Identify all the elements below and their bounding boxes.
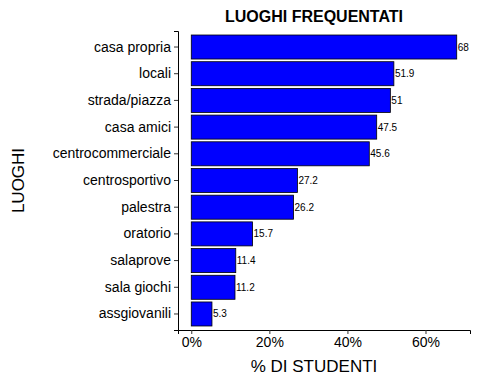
y-tick: casa amici (105, 119, 178, 135)
x-tick-label: 40% (334, 334, 362, 350)
y-tick: oratorio (124, 225, 178, 241)
y-tick-mark (174, 313, 178, 314)
y-tick: strada/piazza (88, 92, 178, 108)
y-tick-label: assgiovanili (99, 305, 171, 321)
y-tick: centrocommerciale (53, 145, 178, 161)
y-tick-label: locali (139, 65, 171, 81)
x-tick-label: 60% (412, 334, 440, 350)
y-tick-mark (174, 207, 178, 208)
bar (191, 302, 212, 326)
x-tick: 60% (412, 330, 440, 350)
x-axis: 0% 20% 40% 60% (179, 330, 471, 350)
data-labels: 68 51.9 51 47.5 45.6 27.2 26.2 15.7 11.4 11.2 5.3 (213, 42, 469, 320)
data-label: 26.2 (295, 202, 315, 213)
y-tick: sala giochi (105, 279, 178, 295)
y-tick-mark (174, 180, 178, 181)
bars (191, 35, 456, 326)
data-label: 5.3 (213, 308, 227, 319)
y-tick-mark (174, 153, 178, 154)
bar (191, 222, 252, 246)
bar (191, 35, 456, 59)
y-tick: locali (139, 65, 178, 81)
y-axis: casa propria locali strada/piazza casa amic… (53, 32, 179, 331)
data-label: 11.4 (237, 255, 256, 266)
y-tick-label: palestra (121, 199, 171, 215)
y-tick-label: casa amici (105, 119, 171, 135)
bar (191, 249, 236, 273)
bar (191, 275, 235, 299)
bar (191, 62, 394, 86)
y-tick-mark (174, 127, 178, 128)
y-tick-mark (174, 47, 178, 48)
y-tick-label: centrocommerciale (53, 145, 171, 161)
y-tick-label: casa propria (94, 38, 171, 54)
x-tick-label: 0% (182, 334, 202, 350)
x-tick-label: 20% (256, 334, 284, 350)
data-label: 51.9 (395, 68, 415, 79)
y-tick-mark (174, 73, 178, 74)
y-tick: centrosportivo (83, 172, 178, 188)
data-label: 11.2 (236, 282, 255, 293)
x-axis-title: % DI STUDENTI (251, 357, 378, 376)
y-tick-mark (174, 100, 178, 101)
title: LUOGHI FREQUENTATI (225, 8, 403, 25)
data-label: 51 (391, 95, 403, 106)
data-label: 15.7 (254, 228, 274, 239)
x-tick: 20% (256, 330, 284, 350)
y-axis-title: LUOGHI (9, 148, 28, 213)
y-tick-label: salaprove (110, 252, 171, 268)
y-tick-label: centrosportivo (83, 172, 171, 188)
bar (191, 195, 293, 219)
data-label: 45.6 (370, 148, 390, 159)
y-tick-mark (174, 260, 178, 261)
bar (191, 115, 376, 139)
y-tick: salaprove (110, 252, 178, 268)
y-tick-mark (174, 233, 178, 234)
y-tick: casa propria (94, 38, 178, 54)
x-tick: 40% (334, 330, 362, 350)
data-label: 27.2 (298, 175, 318, 186)
y-tick-label: sala giochi (105, 279, 171, 295)
bar (191, 88, 390, 112)
y-tick-label: oratorio (124, 225, 172, 241)
data-label: 47.5 (378, 122, 398, 133)
y-tick-mark (174, 287, 178, 288)
y-tick: palestra (121, 199, 178, 215)
bar (191, 142, 369, 166)
x-tick: 0% (182, 330, 202, 350)
bar (191, 168, 297, 192)
y-tick: assgiovanili (99, 305, 178, 321)
data-label: 68 (458, 42, 470, 53)
y-axis-line (174, 32, 179, 331)
y-tick-label: strada/piazza (88, 92, 171, 108)
